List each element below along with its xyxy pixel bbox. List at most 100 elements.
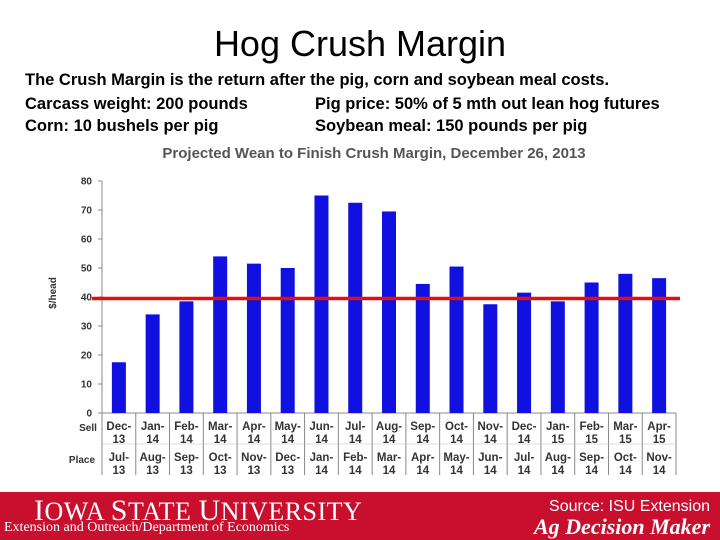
bar [348,202,363,413]
crush-margin-bar-chart: Projected Wean to Finish Crush Margin, D… [48,145,680,477]
place-year-label: 13 [214,465,227,477]
source-text: Source: ISU Extension [549,498,710,515]
sell-month-label: Dec- [106,421,131,433]
place-year-label: 13 [180,465,193,477]
bar [382,211,396,413]
sell-month-label: Apr- [242,421,266,433]
bar [517,292,532,413]
axes: 0 10 20 30 40 50 60 70 80 [81,177,677,475]
place-month-label: Mar- [377,452,401,464]
sell-month-label: May- [275,421,301,433]
sell-year-label: 15 [551,434,564,446]
bar [314,195,329,413]
sell-month-label: Jul- [345,421,366,433]
bar [213,256,228,413]
place-year-label: 14 [484,465,497,477]
place-month-label: Jan- [310,452,334,464]
place-year-label: 13 [281,465,294,477]
place-year-label: 13 [248,465,261,477]
place-month-label: Aug- [140,452,166,464]
place-month-label: Jul- [514,452,535,464]
sell-year-label: 14 [518,434,531,446]
footer-banner: IOWA STATE UNIVERSITY Extension and Outr… [0,492,720,540]
iowa-state-university-logo: IOWA STATE UNIVERSITY [34,494,363,527]
place-year-label: 14 [551,465,564,477]
place-month-label: Aug- [545,452,571,464]
place-year-label: 14 [383,465,396,477]
bar [111,362,126,413]
chart-title: Projected Wean to Finish Crush Margin, D… [162,145,585,162]
sell-month-label: Oct- [445,421,468,433]
place-year-label: 14 [585,465,598,477]
sell-year-label: 14 [383,434,396,446]
slide-title: Hog Crush Margin [213,23,507,64]
sell-month-label: Sep- [410,421,435,433]
y-tick-label: 70 [81,206,93,217]
y-tick-label: 10 [81,380,93,391]
y-tick-label: 0 [86,409,92,420]
place-month-label: Nov- [241,452,267,464]
place-year-label: 13 [112,465,125,477]
sell-year-label: 14 [214,434,227,446]
sell-year-label: 13 [112,434,125,446]
sell-row-label: Sell [79,423,97,434]
soybean-meal-note: Soybean meal: 150 pounds per pig [315,117,588,135]
place-year-label: 14 [349,465,362,477]
place-year-label: 14 [619,465,632,477]
place-month-label: Sep- [174,452,199,464]
sell-month-label: Mar- [613,421,637,433]
y-tick-label: 30 [81,322,93,333]
bar [179,301,194,413]
place-month-label: Jul- [109,452,130,464]
y-tick-label: 60 [81,235,93,246]
sell-year-label: 14 [484,434,497,446]
carcass-weight-note: Carcass weight: 200 pounds [25,95,248,113]
crush-margin-definition: The Crush Margin is the return after the… [25,71,610,89]
bar [246,263,261,413]
bar [584,282,599,413]
sell-month-label: Jan- [546,421,570,433]
y-tick-label: 40 [81,293,93,304]
sell-month-label: Nov- [478,421,504,433]
y-axis-label: $/head [48,277,59,309]
sell-month-label: Jun- [309,421,333,433]
place-month-label: Oct- [209,452,232,464]
bar [145,314,160,413]
department-text: Extension and Outreach/Department of Eco… [4,520,290,535]
place-row-label: Place [69,455,96,466]
pig-price-note: Pig price: 50% of 5 mth out lean hog fut… [315,95,660,113]
bar [449,266,464,413]
place-month-label: Apr- [411,452,435,464]
place-month-label: Feb- [343,452,367,464]
sell-year-label: 15 [653,434,666,446]
sell-year-label: 14 [281,434,294,446]
bar [415,283,430,413]
place-year-label: 14 [653,465,666,477]
sell-year-label: 14 [248,434,261,446]
sell-year-label: 14 [450,434,463,446]
bar [652,278,667,413]
sell-month-label: Jan- [141,421,165,433]
sell-month-label: Mar- [208,421,232,433]
bar [618,273,633,413]
place-month-label: May- [443,452,469,464]
bars [111,195,667,413]
bar [550,301,565,413]
bar [280,268,295,413]
y-tick-label: 80 [81,177,93,188]
sell-year-label: 14 [180,434,193,446]
place-year-label: 13 [146,465,159,477]
place-month-label: Oct- [614,452,637,464]
place-year-label: 14 [518,465,531,477]
sell-year-label: 14 [315,434,328,446]
sell-month-label: Apr- [647,421,671,433]
sell-month-label: Feb- [174,421,198,433]
sell-year-label: 14 [349,434,362,446]
sell-year-label: 14 [416,434,429,446]
place-month-label: Nov- [646,452,672,464]
sell-year-label: 14 [146,434,159,446]
place-month-label: Dec- [275,452,300,464]
place-month-label: Sep- [579,452,604,464]
y-tick-label: 20 [81,351,93,362]
sell-month-label: Dec- [512,421,537,433]
